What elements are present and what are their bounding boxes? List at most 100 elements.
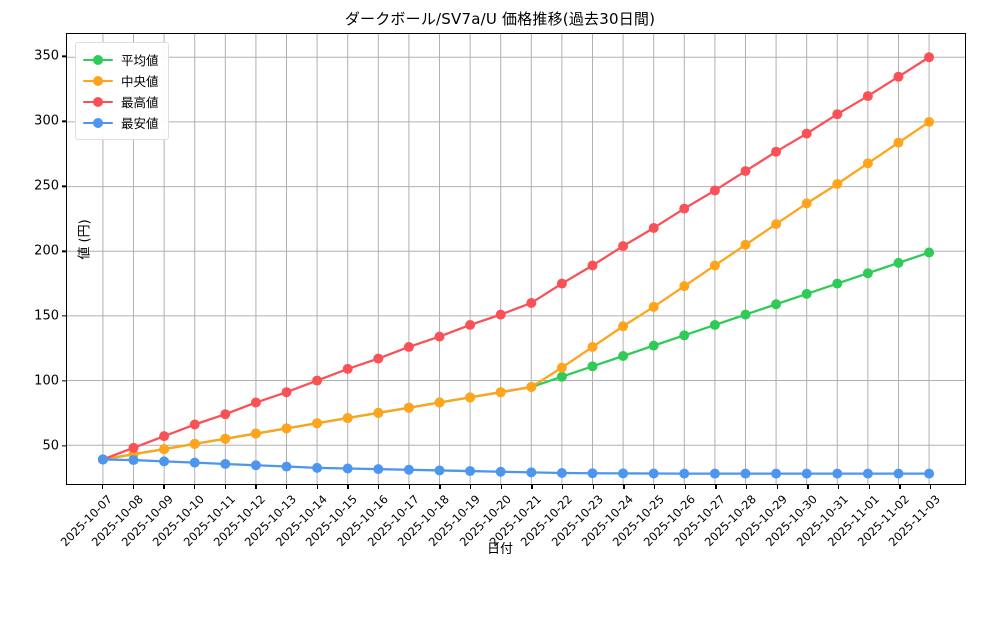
x-tick-mark bbox=[746, 485, 748, 489]
data-point bbox=[893, 468, 904, 479]
data-point bbox=[618, 351, 629, 361]
y-tick-label: 250 bbox=[34, 178, 59, 194]
data-point bbox=[709, 185, 720, 196]
data-point bbox=[434, 397, 445, 408]
data-point bbox=[495, 466, 506, 477]
data-point bbox=[893, 137, 904, 148]
data-point bbox=[648, 301, 659, 312]
data-point bbox=[281, 387, 292, 398]
data-point bbox=[771, 146, 782, 157]
data-point bbox=[587, 341, 598, 352]
data-point bbox=[250, 397, 261, 408]
data-point bbox=[220, 458, 231, 469]
x-tick-mark bbox=[132, 485, 134, 489]
series-1 bbox=[97, 116, 935, 465]
data-point bbox=[128, 455, 139, 466]
data-point bbox=[342, 463, 353, 474]
data-point bbox=[220, 433, 231, 444]
data-point bbox=[556, 468, 567, 478]
data-point bbox=[862, 158, 873, 169]
data-point bbox=[893, 257, 904, 268]
data-point bbox=[618, 321, 629, 332]
x-tick-mark bbox=[623, 485, 625, 489]
x-tick-mark bbox=[776, 485, 778, 489]
data-point bbox=[740, 166, 751, 177]
data-point bbox=[312, 462, 323, 473]
x-tick-mark bbox=[163, 485, 165, 489]
x-tick-mark bbox=[838, 485, 840, 489]
data-point bbox=[801, 128, 812, 139]
data-point bbox=[679, 281, 690, 292]
x-tick-mark bbox=[899, 485, 901, 489]
x-axis-label: 日付 bbox=[486, 542, 513, 557]
x-tick-mark bbox=[868, 485, 870, 489]
x-tick-mark bbox=[592, 485, 594, 489]
data-point bbox=[97, 454, 108, 465]
chart-figure: ダークボール/SV7a/U 価格推移(過去30日間) 日付 値 (円) 平均値中… bbox=[34, 10, 966, 557]
legend-marker-icon bbox=[83, 95, 113, 109]
data-point bbox=[465, 392, 476, 403]
data-point bbox=[832, 468, 843, 479]
data-point bbox=[526, 382, 537, 392]
data-point bbox=[862, 91, 873, 102]
data-point bbox=[434, 331, 445, 342]
data-point bbox=[159, 431, 170, 442]
data-point bbox=[801, 288, 812, 299]
y-tick-mark bbox=[62, 55, 66, 58]
data-point bbox=[648, 340, 659, 351]
legend-item-2[interactable]: 最高値 bbox=[83, 91, 159, 112]
y-tick-mark bbox=[62, 445, 66, 447]
x-tick-mark bbox=[500, 485, 502, 489]
data-point bbox=[832, 179, 843, 189]
legend-label: 最高値 bbox=[121, 95, 159, 110]
data-point bbox=[403, 464, 414, 475]
x-tick-mark bbox=[531, 485, 533, 489]
x-tick-mark bbox=[378, 485, 380, 489]
legend-item-3[interactable]: 最安値 bbox=[83, 112, 159, 133]
data-point bbox=[556, 278, 567, 289]
x-tick-mark bbox=[255, 485, 257, 489]
legend-marker-icon bbox=[83, 116, 113, 130]
data-point bbox=[862, 468, 873, 479]
data-point bbox=[771, 468, 782, 479]
data-point bbox=[709, 468, 720, 479]
data-point bbox=[465, 466, 476, 477]
data-point bbox=[495, 309, 506, 320]
legend-marker-icon bbox=[83, 74, 113, 88]
data-point bbox=[403, 402, 414, 413]
x-tick-mark bbox=[286, 485, 288, 489]
data-point bbox=[924, 116, 935, 127]
data-point bbox=[312, 375, 323, 386]
x-tick-mark bbox=[439, 485, 441, 489]
data-point bbox=[403, 341, 414, 352]
data-point bbox=[618, 241, 629, 252]
data-point bbox=[924, 468, 935, 479]
data-point bbox=[709, 319, 720, 330]
data-point bbox=[220, 409, 231, 420]
data-point bbox=[740, 468, 751, 479]
y-tick-label: 200 bbox=[34, 243, 59, 259]
x-tick-mark bbox=[684, 485, 686, 489]
legend-item-1[interactable]: 中央値 bbox=[83, 70, 159, 91]
legend-item-0[interactable]: 平均値 bbox=[83, 49, 159, 70]
data-point bbox=[342, 363, 353, 374]
data-point bbox=[801, 198, 812, 209]
data-point bbox=[373, 407, 384, 418]
legend-label: 平均値 bbox=[121, 53, 159, 68]
data-point bbox=[587, 468, 598, 479]
data-point bbox=[893, 71, 904, 82]
chart-legend[interactable]: 平均値中央値最高値最安値 bbox=[75, 42, 169, 140]
data-point bbox=[312, 418, 323, 429]
series-0 bbox=[97, 247, 935, 465]
data-point bbox=[709, 260, 720, 271]
data-point bbox=[159, 444, 170, 455]
data-point bbox=[159, 456, 170, 467]
data-point bbox=[801, 468, 812, 479]
data-point bbox=[618, 468, 629, 479]
x-tick-mark bbox=[224, 485, 226, 489]
x-tick-mark bbox=[715, 485, 717, 489]
x-tick-mark bbox=[316, 485, 318, 489]
y-tick-label: 50 bbox=[42, 438, 59, 454]
x-tick-mark bbox=[654, 485, 656, 489]
y-tick-mark bbox=[62, 315, 66, 317]
